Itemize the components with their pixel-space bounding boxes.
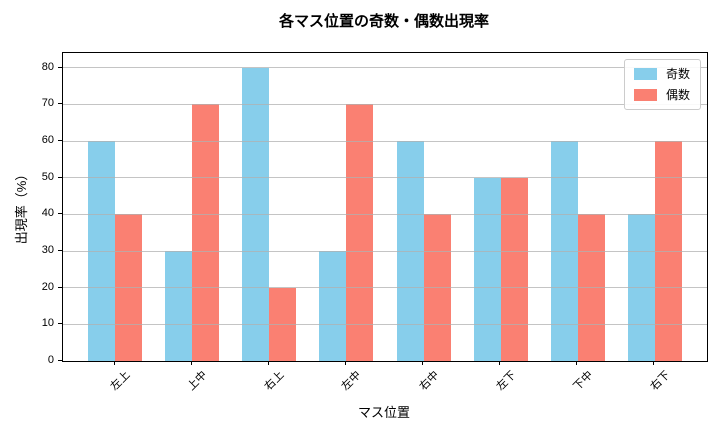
ytick-label-80: 80 [41, 60, 54, 73]
xtick-label-下中: 下中 [571, 369, 596, 394]
ytick-mark [58, 213, 62, 215]
ytick-label-10: 10 [41, 317, 54, 330]
bar-奇数-上中 [165, 251, 193, 361]
xtick-label-右上: 右上 [262, 369, 287, 394]
xtick-label-左下: 左下 [494, 369, 519, 394]
gridline-y70 [63, 103, 707, 105]
ytick-label-30: 30 [41, 244, 54, 256]
x-axis-label: マス位置 [357, 405, 410, 420]
bar-奇数-左中 [319, 251, 347, 361]
gridline-y30 [63, 250, 707, 252]
plot-area: 奇数 偶数 [62, 52, 708, 362]
xtick-label-右中: 右中 [417, 369, 442, 394]
xtick-mark [576, 361, 578, 365]
gridline-y20 [63, 287, 707, 289]
xtick-mark [422, 361, 424, 365]
ytick-label-50: 50 [41, 170, 54, 183]
gridline-y60 [63, 140, 707, 142]
ytick-mark [58, 176, 62, 178]
legend-entry-奇数: 奇数 [633, 67, 690, 81]
ytick-mark [58, 360, 62, 361]
ytick-label-70: 70 [41, 97, 54, 110]
xtick-label-上中: 上中 [185, 369, 210, 394]
legend-label: 奇数 [665, 67, 690, 81]
bar-奇数-左下 [473, 177, 501, 361]
gridline-y50 [63, 177, 707, 179]
chart-title: 各マス位置の奇数・偶数出現率 [278, 13, 489, 30]
ytick-mark [58, 140, 62, 141]
xtick-mark [499, 361, 501, 365]
legend-swatch-icon [633, 68, 657, 80]
ytick-mark [58, 250, 62, 251]
xtick-mark [653, 361, 655, 365]
ytick-mark [58, 66, 62, 68]
xtick-mark [267, 361, 269, 365]
bar-偶数-左中 [346, 104, 374, 361]
xtick-mark [344, 361, 346, 365]
xtick-label-右下: 右下 [648, 369, 673, 394]
legend: 奇数 偶数 [623, 59, 701, 110]
bar-偶数-上中 [192, 104, 220, 361]
ytick-label-60: 60 [41, 134, 54, 146]
ytick-mark [58, 323, 62, 325]
ytick-mark [58, 286, 62, 288]
xtick-label-左上: 左上 [108, 369, 133, 394]
ytick-mark [58, 103, 62, 105]
gridline-y80 [63, 67, 707, 69]
gridline-y10 [63, 323, 707, 325]
ytick-label-20: 20 [41, 280, 54, 293]
xtick-label-左中: 左中 [339, 369, 364, 394]
ytick-label-0: 0 [47, 354, 54, 366]
gridline-y40 [63, 213, 707, 215]
legend-entry-偶数: 偶数 [633, 88, 690, 102]
xtick-mark [190, 361, 192, 365]
xtick-mark [113, 361, 115, 365]
bar-偶数-左下 [500, 177, 528, 361]
legend-label: 偶数 [665, 88, 690, 102]
legend-swatch-icon [633, 89, 657, 101]
ytick-label-40: 40 [41, 207, 54, 220]
